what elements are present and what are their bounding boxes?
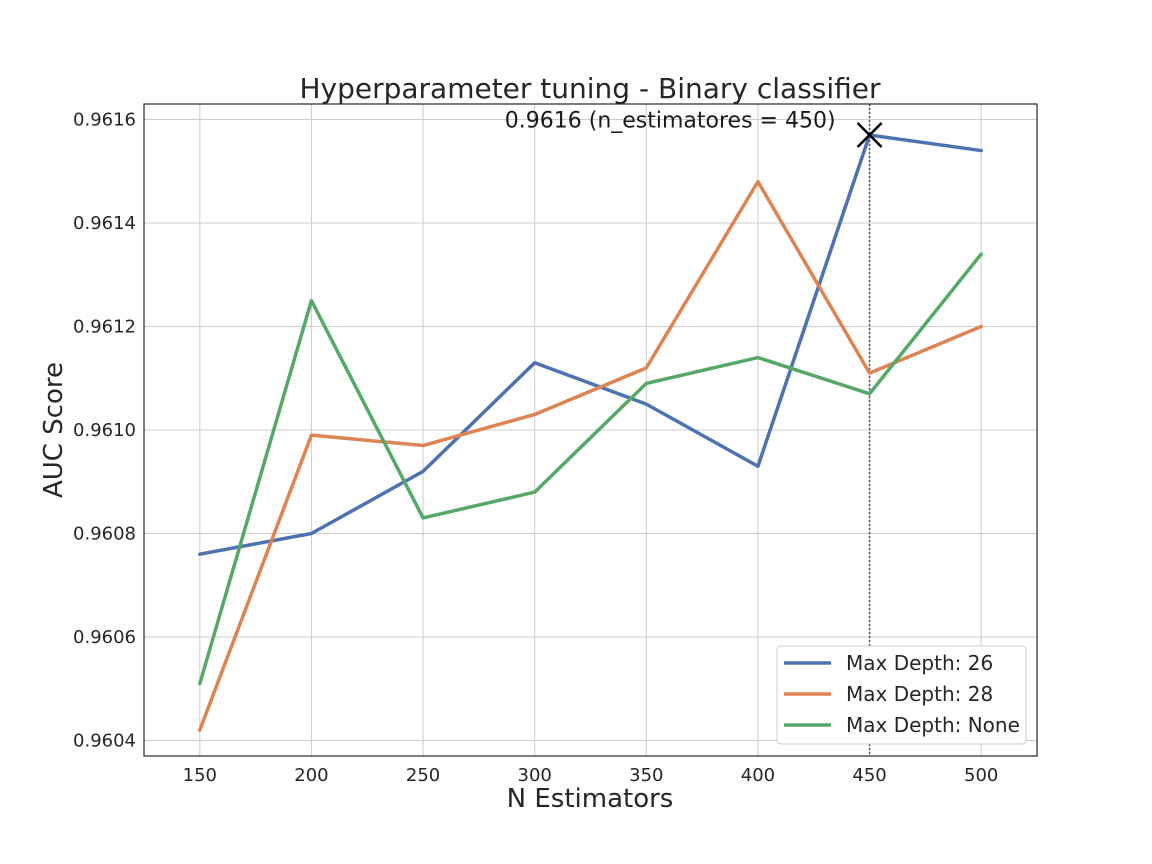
legend: Max Depth: 26 Max Depth: 28 Max Depth: Non… [776,645,1027,745]
grid-lines [144,104,1037,756]
legend-label-1: Max Depth: 26 [846,651,993,675]
series-line-1 [198,133,983,556]
legend-box [776,645,1027,745]
series-line-3 [198,252,983,686]
best-score-annotation: 0.9616 (n_estimatores = 450) [505,109,836,134]
y-tick-label: 0.9608 [73,523,136,544]
best-marker-stroke-b [856,122,883,148]
best-point-marker [856,122,883,148]
chart-title: Hyperparameter tuning - Binary classifie… [299,72,881,105]
x-tick-label: 350 [629,765,663,786]
x-tick-label: 200 [294,765,328,786]
y-tick-label: 0.9612 [73,317,136,338]
legend-label-3: Max Depth: None [846,713,1020,737]
x-tick-label: 500 [964,765,998,786]
series-line-2 [198,179,983,732]
y-tick-labels: 0.9604 0.9606 0.9608 0.9610 0.9612 0.9614 0.96… [73,110,136,752]
x-tick-label: 250 [406,765,440,786]
series-layer [198,133,983,732]
y-tick-label: 0.9606 [73,627,136,648]
y-axis-title: AUC Score [39,362,69,498]
plot-frame [143,103,1038,757]
legend-label-2: Max Depth: 28 [846,682,993,706]
x-tick-labels: 150 200 250 300 350 400 450 500 [183,765,999,786]
x-tick-label: 450 [852,765,886,786]
y-tick-label: 0.9610 [73,420,136,441]
x-axis-title: N Estimators [507,784,674,814]
y-tick-label: 0.9614 [73,213,136,234]
y-tick-label: 0.9616 [73,110,136,131]
y-tick-label: 0.9604 [73,730,136,751]
x-tick-label: 150 [183,765,217,786]
x-tick-label: 300 [518,765,552,786]
x-tick-label: 400 [741,765,775,786]
best-marker-layer [856,122,883,148]
